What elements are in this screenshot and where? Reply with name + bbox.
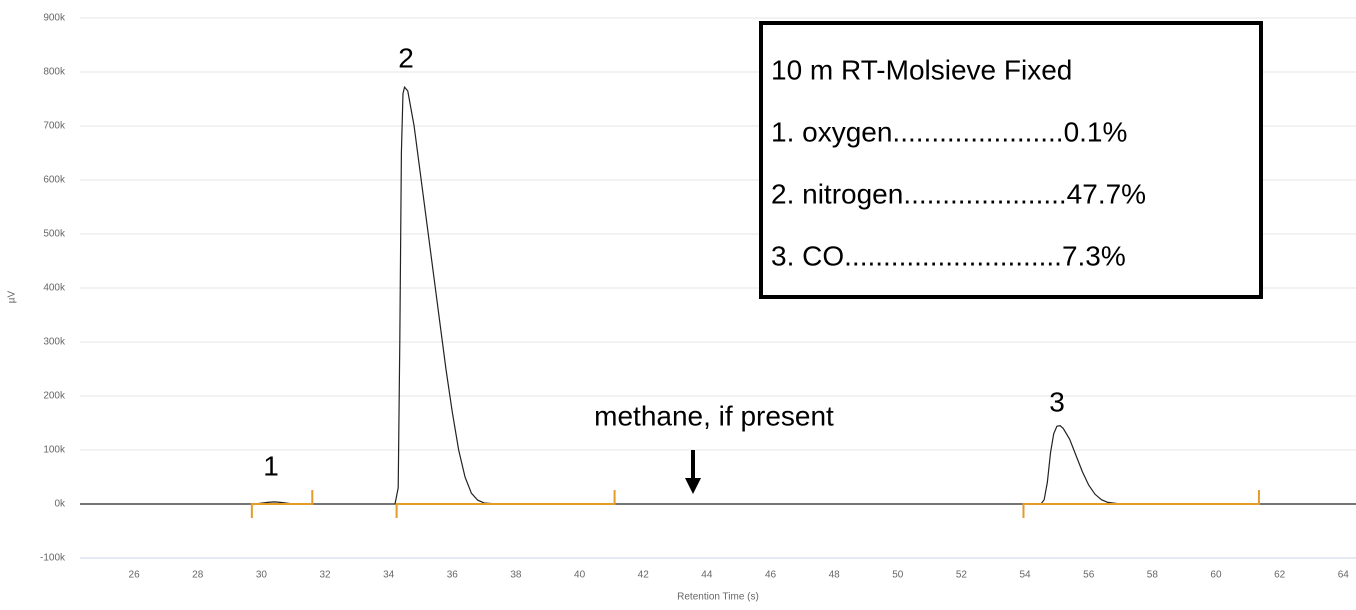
y-tick-label: 500k [43,229,66,240]
y-tick-label: 300k [43,337,66,348]
x-tick-label: 38 [510,570,522,581]
x-tick-label: 32 [319,570,331,581]
y-tick-label: 800k [43,67,66,78]
integration-baseline [250,490,314,518]
chromatogram-line [80,85,1356,505]
peak-label: 2 [398,42,414,73]
y-tick-label: -100k [40,553,66,564]
peak-label: 3 [1049,386,1065,417]
x-tick-label: 48 [829,570,841,581]
y-axis-title: µV [7,290,18,303]
integration-baseline [395,490,616,518]
legend-line: 10 m RT-Molsieve Fixed [771,54,1072,85]
x-tick-label: 54 [1020,570,1032,581]
y-tick-label: 600k [43,175,66,186]
arrow-head [685,478,701,494]
annotation: methane, if present [594,400,834,431]
x-tick-label: 46 [765,570,777,581]
x-tick-label: 50 [892,570,904,581]
legend-box [759,21,1263,299]
x-tick-label: 62 [1274,570,1286,581]
y-tick-label: 0k [54,499,66,510]
x-tick-label: 56 [1083,570,1095,581]
x-tick-label: 58 [1147,570,1159,581]
x-tick-label: 44 [701,570,713,581]
x-tick-label: 30 [256,570,268,581]
peak-label: 1 [263,450,279,481]
x-tick-label: 34 [383,570,395,581]
integration-baseline [1022,490,1260,518]
x-tick-label: 28 [192,570,204,581]
x-tick-label: 52 [956,570,968,581]
x-tick-label: 60 [1210,570,1222,581]
y-tick-label: 200k [43,391,66,402]
y-tick-label: 900k [43,13,66,24]
y-tick-label: 700k [43,121,66,132]
x-axis-title: Retention Time (s) [677,592,759,603]
y-tick-label: 400k [43,283,66,294]
x-tick-label: 64 [1338,570,1350,581]
y-tick-label: 100k [43,445,66,456]
legend-line: 3. CO............................7.3% [771,240,1126,271]
x-tick-label: 36 [447,570,459,581]
x-tick-label: 26 [129,570,141,581]
legend-line: 1. oxygen......................0.1% [771,116,1127,147]
x-tick-label: 42 [638,570,650,581]
legend-line: 2. nitrogen.....................47.7% [771,178,1146,209]
x-tick-label: 40 [574,570,586,581]
